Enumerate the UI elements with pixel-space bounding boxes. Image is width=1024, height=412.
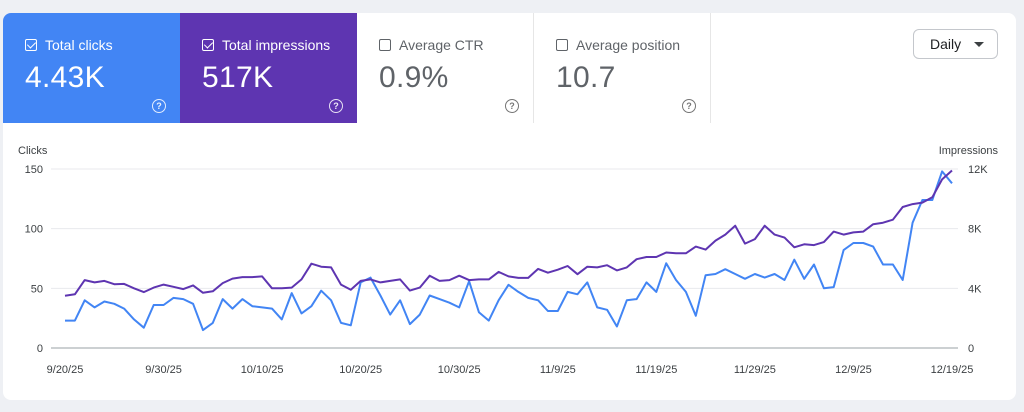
- average-position-label: Average position: [576, 37, 681, 53]
- metric-average-position[interactable]: Average position 10.7 ?: [534, 13, 711, 123]
- average-ctr-value: 0.9%: [379, 61, 449, 94]
- average-position-checkbox[interactable]: [556, 39, 568, 51]
- x-tick-label: 10/10/25: [241, 364, 284, 376]
- metric-total-clicks[interactable]: Total clicks 4.43K ?: [3, 13, 180, 123]
- caret-down-icon: [974, 42, 984, 47]
- x-tick-label: 10/30/25: [438, 364, 481, 376]
- impressions-series-line: [64, 169, 953, 297]
- granularity-dropdown[interactable]: Daily: [913, 29, 998, 59]
- total-clicks-value: 4.43K: [25, 61, 105, 94]
- help-icon[interactable]: ?: [152, 99, 166, 113]
- metric-average-ctr[interactable]: Average CTR 0.9% ?: [357, 13, 534, 123]
- x-tick-label: 12/9/25: [835, 364, 872, 376]
- x-tick-label: 9/20/25: [47, 364, 84, 376]
- left-tick-label: 100: [25, 224, 43, 236]
- x-tick-label: 11/9/25: [540, 364, 576, 376]
- left-tick-label: 0: [37, 343, 43, 355]
- right-tick-label: 8K: [968, 224, 982, 236]
- performance-card: Total clicks 4.43K ? Total impressions 5…: [3, 13, 1016, 400]
- clicks-series-line: [65, 170, 953, 332]
- x-tick-label: 12/19/25: [931, 364, 974, 376]
- metric-total-impressions[interactable]: Total impressions 517K ?: [180, 13, 357, 123]
- help-icon[interactable]: ?: [329, 99, 343, 113]
- right-tick-label: 4K: [968, 283, 982, 295]
- average-ctr-checkbox[interactable]: [379, 39, 391, 51]
- total-impressions-value: 517K: [202, 61, 274, 94]
- right-tick-label: 0: [968, 343, 974, 355]
- average-ctr-label: Average CTR: [399, 37, 484, 53]
- average-position-value: 10.7: [556, 61, 616, 94]
- total-impressions-label: Total impressions: [222, 37, 331, 53]
- left-tick-label: 150: [25, 164, 43, 176]
- x-tick-label: 9/30/25: [145, 364, 182, 376]
- x-tick-label: 11/19/25: [635, 364, 677, 376]
- help-icon[interactable]: ?: [505, 99, 519, 113]
- x-tick-label: 10/20/25: [339, 364, 382, 376]
- metric-tabs: Total clicks 4.43K ? Total impressions 5…: [3, 13, 723, 123]
- right-tick-label: 12K: [968, 164, 988, 176]
- help-icon[interactable]: ?: [682, 99, 696, 113]
- granularity-label: Daily: [930, 36, 962, 52]
- total-clicks-label: Total clicks: [45, 37, 113, 53]
- total-clicks-checkbox[interactable]: [25, 39, 37, 51]
- performance-chart: 0 0 50 4K 100 8K 150 12K 9/20/25 9/30/25 10/10/25 1…: [25, 164, 989, 376]
- left-axis-title: Clicks: [18, 145, 48, 157]
- total-impressions-checkbox[interactable]: [202, 39, 214, 51]
- x-tick-label: 11/29/25: [734, 364, 776, 376]
- right-axis-title: Impressions: [938, 145, 998, 157]
- left-tick-label: 50: [31, 283, 43, 295]
